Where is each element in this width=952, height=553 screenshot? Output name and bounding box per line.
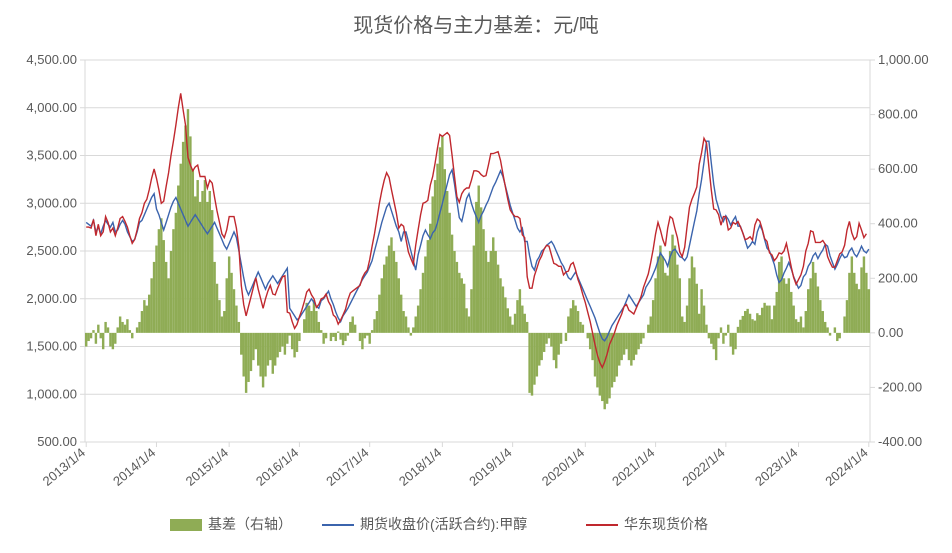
legend-label: 华东现货价格 [624, 516, 708, 532]
y-right-tick-label: 600.00 [878, 161, 918, 176]
y-right-tick-label: -200.00 [878, 379, 922, 394]
legend-label: 基差（右轴） [208, 516, 292, 532]
y-left-tick-label: 1,500.00 [26, 339, 77, 354]
chart-svg: 现货价格与主力基差：元/吨 500.00 1,000.00 1,500.00 2,000… [0, 0, 952, 553]
legend: 基差（右轴） 期货收盘价(活跃合约):甲醇 华东现货价格 [170, 516, 708, 532]
y-left-tick-label: 500.00 [37, 434, 77, 449]
y-right-tick-label: 200.00 [878, 270, 918, 285]
y-right-tick-label: -400.00 [878, 434, 922, 449]
y-left-tick-label: 4,000.00 [26, 100, 77, 115]
y-right-tick-label: 800.00 [878, 107, 918, 122]
legend-label: 期货收盘价(活跃合约):甲醇 [360, 516, 527, 532]
y-left-tick-label: 2,500.00 [26, 243, 77, 258]
y-right-tick-label: 0.00 [878, 325, 903, 340]
y-left-tick-label: 3,000.00 [26, 195, 77, 210]
y-left-tick-label: 3,500.00 [26, 148, 77, 163]
chart-title: 现货价格与主力基差：元/吨 [353, 14, 599, 37]
y-right-tick-label: 400.00 [878, 216, 918, 231]
chart-container: 现货价格与主力基差：元/吨 500.00 1,000.00 1,500.00 2,000… [0, 0, 952, 553]
y-left-tick-label: 4,500.00 [26, 52, 77, 67]
y-left-tick-label: 1,000.00 [26, 386, 77, 401]
y-left-tick-label: 2,000.00 [26, 291, 77, 306]
y-right-tick-label: 1,000.00 [878, 52, 929, 67]
